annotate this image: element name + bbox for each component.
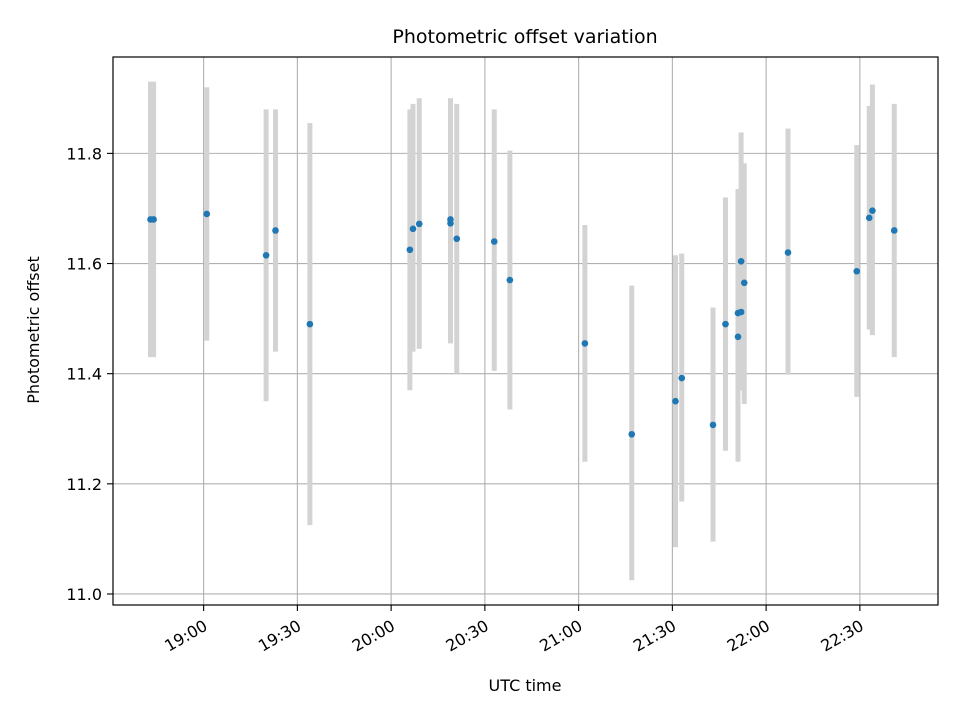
data-point (740, 279, 748, 287)
data-point (581, 340, 589, 347)
data-point (406, 246, 414, 254)
data-point (853, 267, 861, 275)
y-tick-label: 11.2 (66, 475, 102, 494)
data-point (869, 207, 876, 214)
data-point (672, 397, 679, 405)
data-point (506, 276, 514, 284)
data-point (678, 374, 686, 382)
data-point (628, 430, 636, 438)
data-point (737, 258, 745, 265)
data-point (709, 421, 717, 429)
data-point (737, 308, 745, 316)
grid-lines (113, 57, 938, 605)
data-point (490, 238, 498, 245)
y-tick-label: 11.6 (66, 255, 102, 274)
data-point (409, 225, 417, 233)
data-point (722, 320, 729, 328)
y-tick-label: 11.0 (66, 585, 102, 604)
data-point (865, 214, 873, 222)
data-point (453, 235, 461, 243)
data-point (306, 320, 314, 328)
y-tick-label: 11.8 (66, 144, 102, 163)
y-tick-label: 11.4 (66, 365, 102, 384)
data-point (415, 220, 423, 228)
data-point (203, 210, 211, 218)
y-axis-ticks: 11.0 11.2 11.4 11.6 11.8 (66, 144, 113, 604)
chart-title: Photometric offset variation (392, 26, 657, 48)
data-point (890, 227, 898, 234)
data-point (784, 249, 792, 256)
data-point (734, 333, 742, 341)
data-point (272, 227, 279, 234)
x-axis-title: UTC time (489, 676, 562, 695)
data-points (147, 207, 898, 438)
y-axis-title: Photometric offset (24, 256, 43, 404)
data-point (150, 216, 157, 223)
data-point (262, 251, 270, 259)
plot-frame (112, 56, 939, 606)
data-point (447, 216, 454, 223)
